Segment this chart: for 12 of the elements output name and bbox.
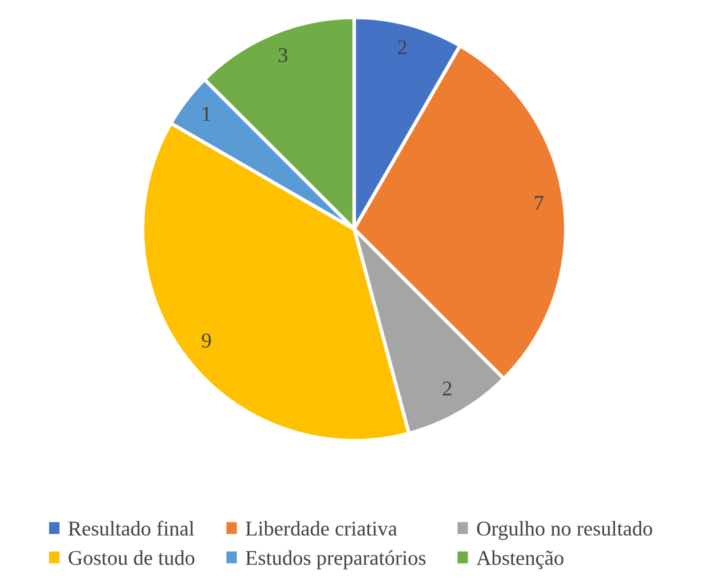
legend-label: Orgulho no resultado	[477, 520, 652, 540]
data-label: 7	[534, 196, 544, 210]
data-label: 2	[442, 382, 452, 396]
legend-label: Abstenção	[476, 550, 564, 570]
data-label: 3	[278, 48, 288, 62]
data-label: 2	[398, 40, 406, 54]
data-label: 9	[202, 334, 211, 348]
legend-label: Resultado final	[68, 520, 194, 536]
data-label: 1	[203, 106, 210, 121]
legend-label: Gostou de tudo	[68, 550, 194, 565]
legend-label: Estudos preparatórios	[246, 550, 426, 570]
legend-label: Liberdade criativa	[246, 520, 397, 536]
